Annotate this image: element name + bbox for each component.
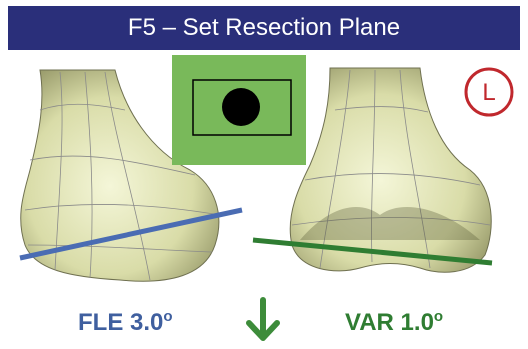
varus-readout: VAR 1.0o xyxy=(345,308,443,337)
flexion-unit: o xyxy=(163,308,172,325)
title: F5 – Set Resection Plane xyxy=(128,14,400,42)
target-dot xyxy=(222,88,260,126)
scene: L xyxy=(0,0,528,349)
screen: L F5 – Set Resection Plane FLE 3.0o VAR … xyxy=(0,0,528,349)
varus-value: VAR 1.0 xyxy=(345,309,434,336)
title-banner: F5 – Set Resection Plane xyxy=(8,6,520,50)
femur-frontal xyxy=(290,68,491,272)
side-badge-label: L xyxy=(482,79,495,106)
varus-unit: o xyxy=(434,308,443,325)
down-arrow xyxy=(249,300,277,338)
flexion-readout: FLE 3.0o xyxy=(78,308,173,337)
flexion-value: FLE 3.0 xyxy=(78,309,163,336)
